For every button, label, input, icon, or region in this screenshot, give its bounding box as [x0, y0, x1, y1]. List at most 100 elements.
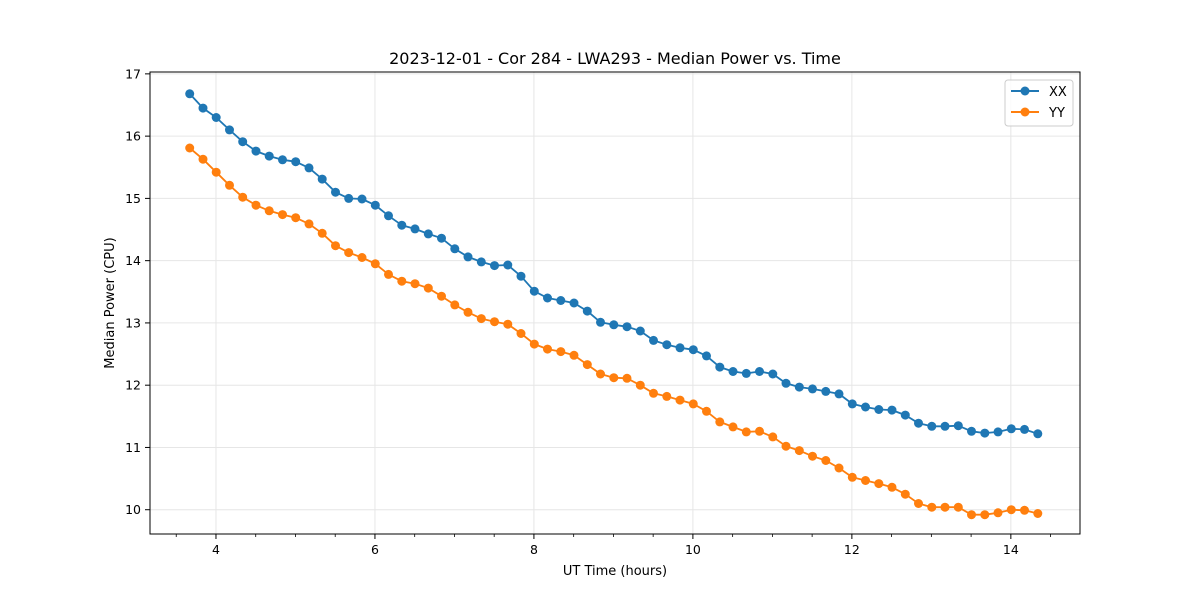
data-point-yy: [635, 380, 645, 390]
data-point-yy: [900, 489, 910, 499]
data-point-xx: [357, 194, 367, 204]
data-point-yy: [993, 508, 1003, 518]
data-point-xx: [794, 382, 804, 392]
data-point-yy: [476, 314, 486, 324]
data-point-xx: [529, 286, 539, 296]
data-point-yy: [370, 259, 380, 269]
data-point-yy: [503, 319, 513, 329]
data-point-xx: [874, 405, 884, 414]
data-point-xx: [463, 252, 473, 262]
data-point-yy: [211, 167, 221, 177]
data-point-yy: [741, 427, 751, 437]
data-point-yy: [662, 391, 672, 401]
data-point-xx: [768, 369, 778, 379]
data-point-xx: [953, 421, 963, 431]
data-point-xx: [596, 317, 605, 327]
data-point-yy: [582, 360, 592, 370]
data-point-xx: [317, 174, 327, 184]
data-point-xx: [450, 244, 460, 254]
data-point-yy: [384, 269, 393, 279]
data-point-xx: [344, 193, 354, 203]
data-point-yy: [728, 422, 738, 432]
data-point-xx: [211, 113, 221, 122]
data-point-yy: [1033, 509, 1043, 518]
data-point-xx: [397, 220, 407, 230]
legend-label-xx: XX: [1049, 85, 1067, 100]
y-tick-label: 10: [125, 502, 141, 517]
data-point-yy: [874, 479, 884, 489]
data-point-yy: [344, 248, 354, 258]
legend: XX YY: [1004, 79, 1074, 127]
series-yy: [185, 143, 1043, 520]
data-point-xx: [622, 322, 632, 332]
data-point-yy: [423, 283, 433, 293]
data-point-yy: [569, 350, 579, 360]
data-point-yy: [781, 441, 791, 451]
data-point-xx: [649, 335, 658, 345]
data-point-yy: [596, 369, 605, 379]
data-point-xx: [887, 405, 897, 415]
data-point-yy: [688, 399, 698, 409]
data-point-yy: [331, 241, 340, 251]
x-tick-label: 8: [530, 542, 538, 557]
data-point-xx: [847, 399, 857, 409]
data-point-yy: [622, 373, 632, 383]
data-point-xx: [291, 157, 301, 167]
data-point-xx: [702, 351, 711, 361]
data-point-xx: [1033, 429, 1043, 439]
data-point-yy: [397, 276, 407, 286]
plot-frame: [149, 71, 1081, 535]
data-point-yy: [821, 456, 831, 465]
data-point-yy: [278, 210, 287, 220]
data-point-xx: [198, 103, 208, 113]
data-point-xx: [980, 428, 990, 438]
data-point-xx: [264, 151, 274, 161]
data-point-yy: [967, 510, 976, 520]
data-point-yy: [927, 502, 937, 512]
series-xx: [185, 89, 1043, 439]
data-point-xx: [331, 187, 340, 197]
data-point-yy: [225, 180, 234, 190]
data-point-yy: [887, 482, 897, 492]
data-point-yy: [410, 279, 420, 289]
legend-label-yy: YY: [1048, 106, 1065, 121]
data-point-yy: [450, 300, 460, 310]
data-point-yy: [768, 432, 778, 442]
data-point-yy: [1006, 505, 1016, 515]
data-point-xx: [741, 368, 751, 378]
data-point-yy: [649, 388, 658, 398]
y-tick-label: 17: [125, 66, 141, 81]
data-point-xx: [1006, 424, 1016, 434]
data-point-yy: [609, 373, 619, 383]
data-point-xx: [225, 125, 234, 135]
plot-series: [185, 89, 1043, 520]
y-tick-label: 14: [125, 253, 141, 268]
data-point-yy: [516, 329, 526, 338]
data-point-xx: [423, 229, 433, 239]
data-point-xx: [437, 233, 446, 243]
data-point-yy: [304, 219, 314, 229]
data-point-yy: [543, 344, 552, 354]
data-point-xx: [821, 386, 831, 396]
data-point-yy: [953, 502, 963, 512]
data-point-xx: [755, 367, 764, 376]
data-point-yy: [291, 213, 301, 223]
data-point-xx: [715, 362, 725, 372]
data-point-yy: [529, 339, 539, 349]
data-point-yy: [317, 228, 327, 238]
data-point-xx: [490, 261, 499, 271]
data-point-yy: [556, 347, 566, 357]
data-point-xx: [927, 421, 937, 431]
data-point-xx: [410, 224, 420, 234]
data-point-xx: [662, 340, 672, 350]
data-point-yy: [980, 510, 990, 520]
x-tick-label: 14: [1003, 542, 1019, 557]
x-axis-label: UT Time (hours): [563, 564, 667, 579]
data-point-yy: [914, 499, 923, 508]
data-point-xx: [278, 155, 287, 165]
data-point-xx: [1020, 424, 1029, 434]
data-point-xx: [808, 384, 817, 394]
data-point-xx: [609, 320, 619, 330]
axes: 4 6 8 10 12 14 10 11 12 13 14 15 16 17: [125, 66, 1051, 557]
